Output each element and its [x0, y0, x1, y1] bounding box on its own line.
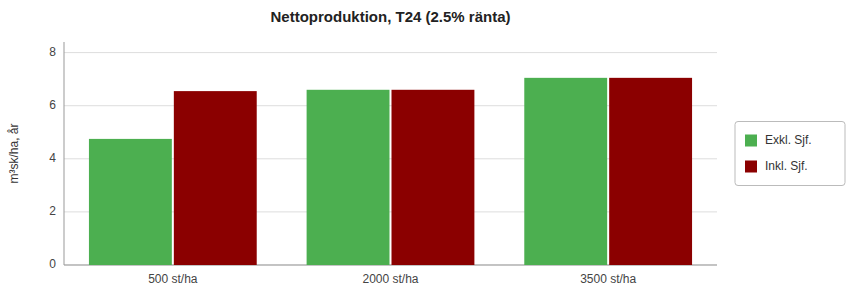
bar	[89, 139, 172, 265]
y-grid: 0 2 4 6 8	[49, 45, 717, 271]
bar	[524, 78, 607, 265]
bar	[174, 91, 257, 265]
chart-container: 0 2 4 6 8 500 st/ha 2000 st/ha 3500 st/ha Nettop…	[0, 0, 867, 299]
legend-swatch	[745, 135, 757, 147]
legend-label: Exkl. Sjf.	[765, 133, 812, 147]
x-tick-label: 2000 st/ha	[362, 272, 418, 286]
legend: Exkl. Sjf. Inkl. Sjf.	[735, 122, 845, 186]
bars	[89, 78, 692, 265]
y-tick-label: 4	[49, 151, 56, 165]
x-tick-labels: 500 st/ha 2000 st/ha 3500 st/ha	[148, 272, 636, 286]
y-axis-line	[64, 42, 65, 265]
grid-line	[64, 52, 717, 53]
y-tick-label: 6	[49, 98, 56, 112]
legend-label: Inkl. Sjf.	[765, 159, 808, 173]
chart: 0 2 4 6 8 500 st/ha 2000 st/ha 3500 st/ha Nettop…	[0, 0, 867, 299]
x-tick-label: 500 st/ha	[148, 272, 198, 286]
legend-swatch	[745, 161, 757, 173]
y-axis-label: m³sk/ha, år	[7, 123, 21, 183]
legend-box	[735, 122, 845, 186]
bar	[609, 78, 692, 265]
x-tick-label: 3500 st/ha	[580, 272, 636, 286]
y-tick-label: 2	[49, 204, 56, 218]
y-tick-label: 0	[49, 257, 56, 271]
title: Nettoproduktion, T24 (2.5% ränta)	[270, 8, 510, 25]
y-tick-label: 8	[49, 45, 56, 59]
bar	[392, 90, 475, 265]
bar	[307, 90, 390, 265]
